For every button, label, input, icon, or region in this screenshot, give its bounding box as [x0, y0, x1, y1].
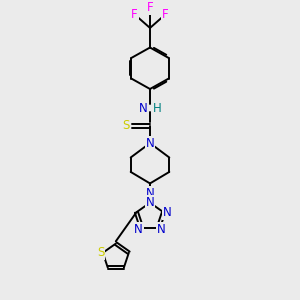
Text: N: N [146, 136, 154, 150]
Text: N: N [139, 102, 148, 115]
Text: S: S [122, 119, 130, 132]
Text: N: N [146, 187, 154, 200]
Text: N: N [164, 206, 172, 219]
Text: F: F [162, 8, 169, 21]
Text: N: N [157, 223, 166, 236]
Text: F: F [131, 8, 138, 21]
Text: H: H [153, 102, 162, 115]
Text: F: F [147, 1, 153, 14]
Text: N: N [134, 223, 143, 236]
Text: N: N [146, 196, 154, 209]
Text: S: S [97, 246, 104, 259]
